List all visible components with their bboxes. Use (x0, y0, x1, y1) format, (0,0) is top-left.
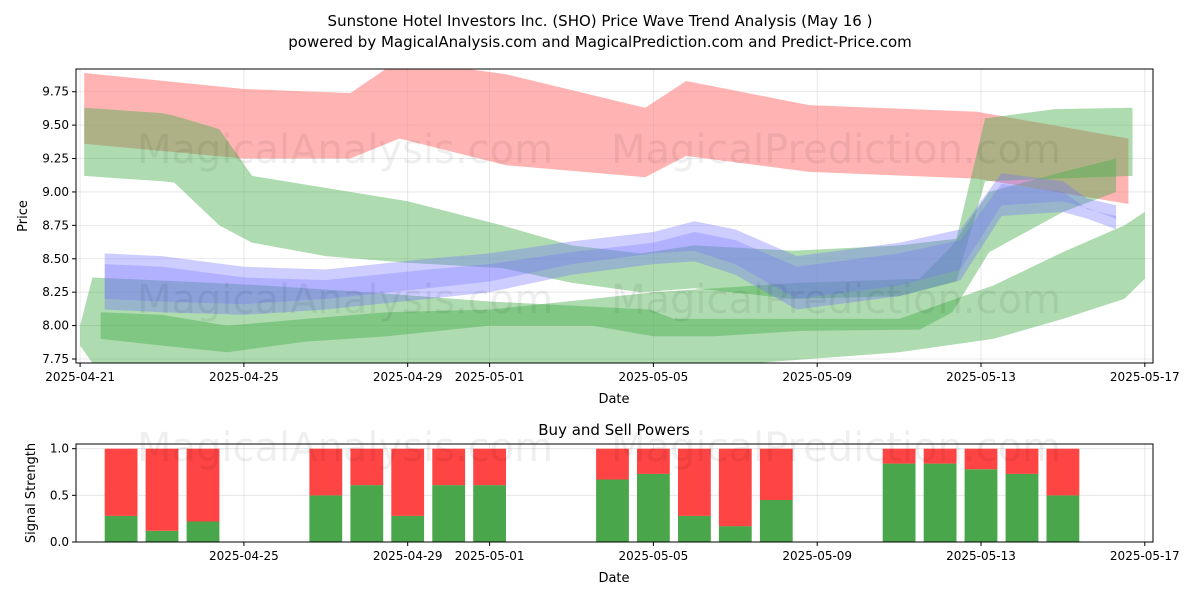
buy-bar (186, 521, 220, 542)
buy-bar (1005, 473, 1039, 542)
price-xtick-label: 2025-04-29 (373, 370, 443, 384)
green-band-1 (84, 107, 1133, 299)
blue-band-core (104, 183, 1117, 305)
buy-bar (923, 463, 957, 542)
price-xtick-label: 2025-05-17 (1110, 370, 1180, 384)
price-ytick-label: 9.25 (42, 152, 69, 166)
price-plot-frame (75, 68, 1154, 364)
powers-xtick-label: 2025-05-13 (946, 549, 1016, 563)
price-xtick-label: 2025-05-13 (946, 370, 1016, 384)
buy-bar (350, 485, 384, 542)
powers-xtick-label: 2025-04-29 (373, 549, 443, 563)
watermark-left-mid: MagicalAnalysis.com (137, 277, 553, 323)
price-ytick-label: 9.00 (42, 185, 69, 199)
powers-bars (104, 448, 1080, 542)
sell-bar (186, 448, 220, 522)
powers-plot-frame (75, 443, 1154, 543)
buy-bar (718, 526, 752, 542)
sell-bar (678, 448, 711, 516)
price-ytick-label: 7.75 (42, 352, 69, 366)
price-xtick-label: 2025-05-01 (455, 370, 525, 384)
buy-bar (309, 495, 343, 542)
chart-title-line1: Sunstone Hotel Investors Inc. (SHO) Pric… (328, 12, 873, 30)
price-xtick-label: 2025-05-05 (619, 370, 689, 384)
powers-ytick-label: 1.0 (50, 442, 69, 456)
price-x-label: Date (598, 392, 629, 407)
buy-bar (759, 500, 793, 542)
powers-ytick-label: 0.0 (50, 535, 69, 549)
buy-bar (145, 530, 179, 542)
watermark-left-bottom: MagicalAnalysis.com (137, 425, 553, 471)
watermark-right-top: MagicalPrediction.com (611, 127, 1061, 173)
sell-bar (637, 448, 670, 474)
powers-x-label: Date (598, 571, 629, 586)
price-x-axis: 2025-04-21 2025-04-25 2025-04-29 2025-05-01… (45, 363, 1180, 384)
buy-bar (104, 515, 138, 542)
green-band-3 (80, 212, 1145, 363)
sell-bar (718, 448, 752, 527)
powers-xtick-label: 2025-05-01 (455, 549, 525, 563)
powers-watermarks: MagicalAnalysis.com MagicalPrediction.co… (137, 425, 1061, 471)
price-ytick-label: 9.75 (42, 85, 69, 99)
powers-xtick-label: 2025-05-09 (782, 549, 852, 563)
blue-band (104, 173, 1117, 315)
powers-xtick-label: 2025-05-05 (619, 549, 689, 563)
price-xtick-label: 2025-04-21 (45, 370, 115, 384)
price-ytick-label: 8.50 (42, 252, 69, 266)
sell-bar (391, 448, 425, 516)
buy-bar (473, 485, 506, 542)
powers-ytick-label: 0.5 (50, 488, 69, 502)
buy-bar (637, 473, 670, 542)
buy-bar (596, 479, 629, 542)
price-ytick-label: 8.75 (42, 218, 69, 232)
powers-y-label: Signal Strength (24, 443, 39, 543)
sell-bar (596, 448, 629, 480)
watermark-right-bottom: MagicalPrediction.com (611, 425, 1061, 471)
powers-y-axis: 0.0 0.5 1.0 (50, 442, 76, 549)
price-xtick-label: 2025-05-09 (782, 370, 852, 384)
chart-title-line2: powered by MagicalAnalysis.com and Magic… (288, 33, 912, 51)
powers-title: Buy and Sell Powers (538, 421, 690, 439)
buy-bar (391, 515, 425, 542)
buy-bar (882, 463, 916, 542)
price-ytick-label: 8.00 (42, 319, 69, 333)
green-band-2 (100, 158, 1117, 353)
price-ytick-label: 9.50 (42, 118, 69, 132)
buy-bar (1046, 495, 1080, 542)
powers-xtick-label: 2025-05-17 (1110, 549, 1180, 563)
sell-bar (964, 448, 998, 470)
sell-bar (1005, 448, 1039, 474)
watermark-right-mid: MagicalPrediction.com (611, 277, 1061, 323)
sell-bar (145, 448, 179, 531)
sell-bar (759, 448, 793, 500)
watermark-left-top: MagicalAnalysis.com (137, 127, 553, 173)
price-watermarks: MagicalAnalysis.com MagicalPrediction.co… (137, 127, 1061, 323)
powers-xtick-label: 2025-04-25 (209, 549, 279, 563)
powers-x-axis: 2025-04-25 2025-04-29 2025-05-01 2025-05-05… (209, 542, 1180, 563)
sell-bar (882, 448, 916, 464)
buy-bar (678, 515, 711, 542)
price-ytick-label: 8.25 (42, 285, 69, 299)
sell-bar (473, 448, 506, 486)
sell-bar (1046, 448, 1080, 496)
price-wave-bands (80, 69, 1145, 363)
sell-bar (350, 448, 384, 486)
price-xtick-label: 2025-04-25 (209, 370, 279, 384)
buy-bar (964, 469, 998, 542)
sell-bar (923, 448, 957, 464)
sell-bar (432, 448, 466, 486)
red-band (84, 69, 1129, 204)
price-y-label: Price (16, 200, 31, 232)
buy-bar (432, 485, 466, 542)
sell-bar (309, 448, 343, 496)
sell-bar (104, 448, 138, 516)
price-y-axis: 7.75 8.00 8.25 8.50 8.75 9.00 9.25 9.50 9.75 (42, 85, 76, 366)
